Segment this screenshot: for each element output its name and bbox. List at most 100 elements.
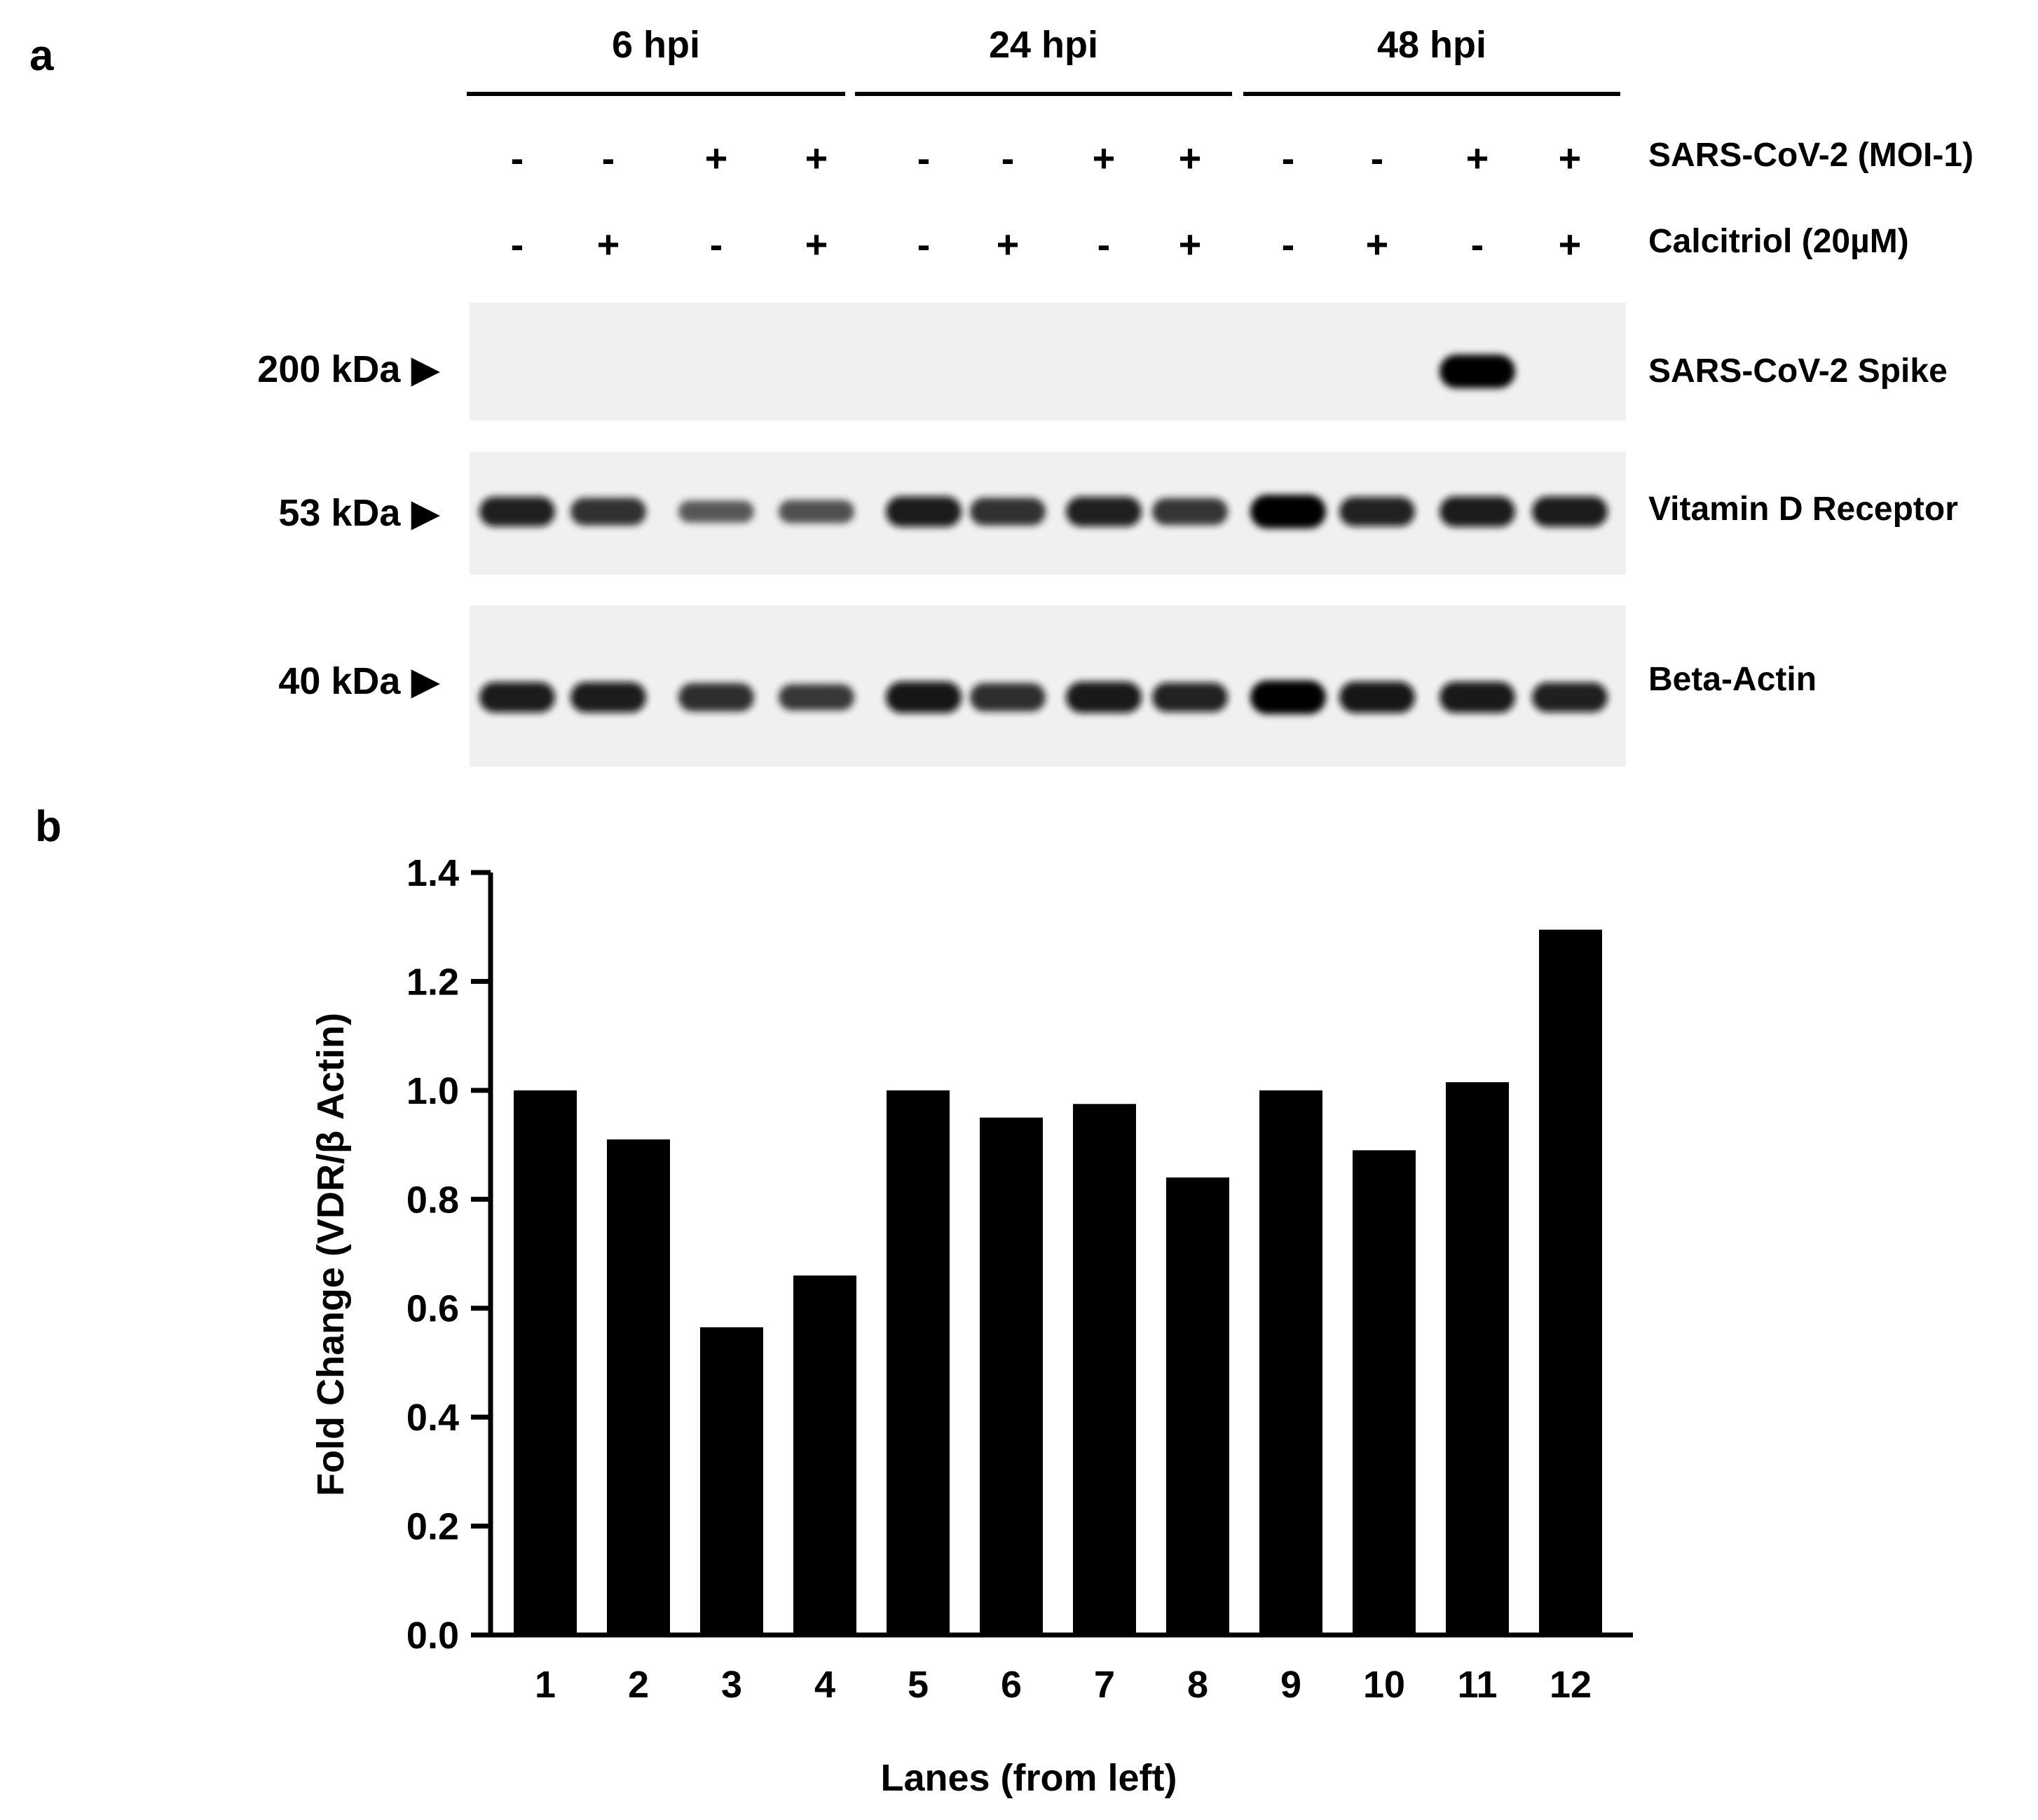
blot-band <box>779 684 854 711</box>
x-tick-label: 4 <box>814 1664 835 1706</box>
blot-band <box>1066 496 1142 527</box>
time-group-label: 24 hpi <box>989 24 1098 66</box>
kda-marker: 200 kDa ▶ <box>257 348 440 390</box>
y-tick-label: 0.2 <box>406 1506 459 1548</box>
treatment-sign: + <box>1093 136 1116 180</box>
x-tick-label: 12 <box>1550 1664 1592 1706</box>
x-tick-label: 9 <box>1280 1664 1301 1706</box>
y-tick-label: 0.8 <box>406 1179 459 1221</box>
x-tick-label: 8 <box>1187 1664 1208 1706</box>
treatment-sign: + <box>1179 222 1202 266</box>
treatment-sign: + <box>1179 136 1202 180</box>
bar <box>514 1090 577 1635</box>
bar <box>607 1139 670 1635</box>
y-tick-label: 1.0 <box>406 1070 459 1112</box>
bars <box>514 929 1602 1635</box>
bar <box>1166 1177 1229 1635</box>
treatment-sign: + <box>997 222 1020 266</box>
treatment-sign: - <box>1282 222 1295 266</box>
y-tick-label: 1.4 <box>406 852 459 894</box>
treatment-sign: - <box>602 136 615 180</box>
x-tick-label: 3 <box>721 1664 742 1706</box>
y-tick-label: 0.0 <box>406 1615 459 1657</box>
y-ticks: 0.0 0.2 0.4 0.6 0.8 1.0 1.2 1.4 <box>406 852 491 1657</box>
x-axis-title: Lanes (from left) <box>880 1757 1177 1799</box>
y-tick-label: 0.6 <box>406 1288 459 1330</box>
blot-strip <box>470 605 1626 767</box>
bar <box>793 1275 856 1635</box>
bar <box>1259 1090 1322 1635</box>
treatment-sign: - <box>1371 136 1384 180</box>
blot-band <box>1250 680 1326 714</box>
blot-band <box>886 681 962 713</box>
y-axis-title: Fold Change (VDR/β Actin) <box>310 1013 352 1496</box>
bar <box>1073 1104 1136 1635</box>
blot-band <box>1250 495 1326 528</box>
blot-strip <box>470 303 1626 420</box>
treatment-sign: + <box>1466 136 1489 180</box>
treatment-label: SARS-CoV-2 (MOI-1) <box>1648 137 1974 174</box>
protein-label: Vitamin D Receptor <box>1648 491 1958 528</box>
bar <box>1353 1150 1416 1635</box>
blot-band <box>479 682 555 713</box>
blot-band <box>678 500 754 523</box>
panel-a-label: a <box>29 32 54 80</box>
blot-band <box>1439 681 1515 713</box>
blot-band <box>970 498 1046 526</box>
treatment-sign: - <box>1471 222 1484 266</box>
blot-strip <box>470 452 1626 575</box>
blot-band <box>479 496 555 527</box>
x-tick-label: 6 <box>1001 1664 1022 1706</box>
x-tick-label: 7 <box>1094 1664 1115 1706</box>
bar-chart: 0.00.20.40.60.81.01.21.4 1 2 3 4 5 6 7 8 9 10 11 12… <box>310 852 1633 1799</box>
blot-band <box>1152 498 1228 526</box>
time-groups: 6 hpi 24 hpi 48 hpi <box>467 24 1620 96</box>
x-tick-label: 1 <box>535 1664 556 1706</box>
bar <box>700 1327 763 1635</box>
time-group-label: 6 hpi <box>612 24 700 66</box>
protein-label: SARS-CoV-2 Spike <box>1648 353 1948 390</box>
protein-label: Beta-Actin <box>1648 661 1817 698</box>
bar <box>980 1117 1043 1635</box>
x-tick-label: 10 <box>1363 1664 1405 1706</box>
x-ticks: 1 2 3 4 5 6 7 8 9 10 11 12 <box>535 1664 1592 1706</box>
bar <box>887 1090 950 1635</box>
treatment-sign: + <box>597 222 620 266</box>
treatment-sign: - <box>1282 136 1295 180</box>
blot-band <box>1532 682 1608 713</box>
blot-band <box>1066 681 1142 713</box>
treatment-sign: + <box>1366 222 1389 266</box>
treatment-sign: + <box>805 222 828 266</box>
treatment-sign: - <box>710 222 723 266</box>
treatment-sign: + <box>705 136 728 180</box>
y-tick-label: 0.4 <box>406 1397 459 1439</box>
x-tick-label: 2 <box>628 1664 649 1706</box>
blot-band <box>1339 497 1415 526</box>
blot-band <box>1439 496 1515 527</box>
blot-band <box>779 500 854 524</box>
blot-band <box>678 683 754 712</box>
western-blots: 200 kDa ▶ SARS-CoV-2 Spike 53 kDa ▶ Vitamin… <box>257 303 1958 767</box>
blot-band <box>570 498 646 526</box>
x-tick-label: 11 <box>1457 1664 1497 1706</box>
blot-band <box>1439 355 1515 388</box>
blot-band <box>1152 683 1228 712</box>
panel-b-label: b <box>35 802 62 851</box>
treatment-rows: - - + + - - + + - - + + SARS-CoV-2 (MOI-1) - + - + - + - + - +… <box>511 136 1974 266</box>
blot-band <box>1532 496 1608 527</box>
treatment-sign: + <box>1559 136 1582 180</box>
bar <box>1539 929 1602 1635</box>
treatment-sign: + <box>1559 222 1582 266</box>
treatment-label: Calcitriol (20µM) <box>1648 223 1909 260</box>
bar <box>1446 1082 1509 1635</box>
treatment-sign: - <box>917 222 931 266</box>
x-tick-label: 5 <box>908 1664 929 1706</box>
treatment-sign: - <box>511 222 524 266</box>
treatment-sign: - <box>1001 136 1015 180</box>
kda-marker: 40 kDa ▶ <box>278 660 440 702</box>
treatment-sign: - <box>917 136 931 180</box>
time-group-label: 48 hpi <box>1377 24 1486 66</box>
blot-band <box>886 496 962 527</box>
treatment-sign: + <box>805 136 828 180</box>
